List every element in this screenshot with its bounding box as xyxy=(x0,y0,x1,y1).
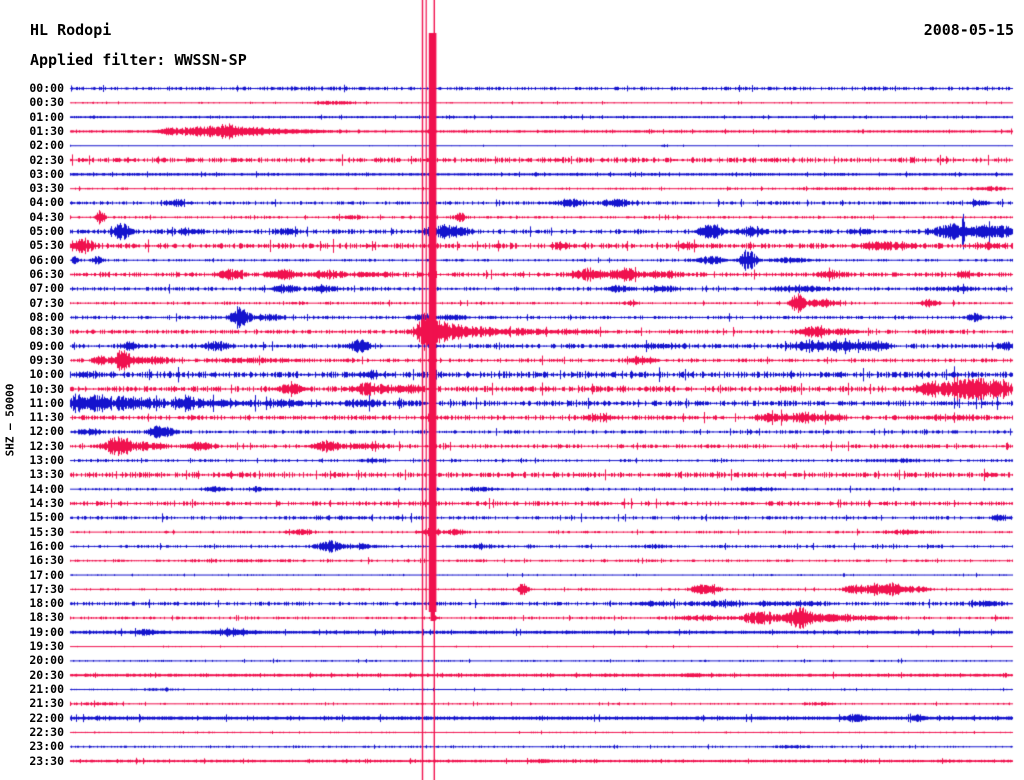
time-label: 23:30 xyxy=(29,753,64,768)
time-label: 19:00 xyxy=(29,624,64,639)
time-label: 04:30 xyxy=(29,209,64,224)
time-label: 11:30 xyxy=(29,410,64,425)
time-label: 02:00 xyxy=(29,138,64,153)
time-label: 01:00 xyxy=(29,109,64,124)
time-label: 01:30 xyxy=(29,123,64,138)
filter-label: Applied filter: WWSSN-SP xyxy=(30,51,247,69)
time-label: 04:00 xyxy=(29,195,64,210)
time-label: 21:00 xyxy=(29,682,64,697)
time-label: 16:00 xyxy=(29,538,64,553)
time-label: 18:30 xyxy=(29,610,64,625)
time-label: 23:00 xyxy=(29,739,64,754)
time-label: 15:30 xyxy=(29,524,64,539)
time-label: 02:30 xyxy=(29,152,64,167)
time-label: 05:00 xyxy=(29,224,64,239)
time-label: 19:30 xyxy=(29,639,64,654)
time-label: 10:30 xyxy=(29,381,64,396)
station-name: HL Rodopi xyxy=(30,21,112,39)
time-label: 09:30 xyxy=(29,352,64,367)
date-label: 2008-05-15 xyxy=(923,21,1014,39)
time-label: 22:00 xyxy=(29,710,64,725)
time-label: 07:00 xyxy=(29,281,64,296)
time-label: 13:00 xyxy=(29,453,64,468)
time-label: 15:00 xyxy=(29,510,64,525)
time-label: 12:00 xyxy=(29,424,64,439)
time-label: 11:00 xyxy=(29,395,64,410)
time-label: 14:00 xyxy=(29,481,64,496)
time-label: 07:30 xyxy=(29,295,64,310)
time-label: 00:30 xyxy=(29,95,64,110)
time-label: 13:30 xyxy=(29,467,64,482)
time-label: 20:30 xyxy=(29,667,64,682)
time-label: 16:30 xyxy=(29,553,64,568)
time-label: 17:30 xyxy=(29,581,64,596)
time-label: 06:00 xyxy=(29,252,64,267)
time-label: 18:00 xyxy=(29,596,64,611)
time-label: 03:00 xyxy=(29,166,64,181)
time-label: 03:30 xyxy=(29,181,64,196)
time-label: 05:30 xyxy=(29,238,64,253)
time-label: 00:00 xyxy=(29,81,64,95)
time-label: 10:00 xyxy=(29,367,64,382)
time-label: 22:30 xyxy=(29,724,64,739)
time-label: 06:30 xyxy=(29,267,64,282)
time-label: 08:30 xyxy=(29,324,64,339)
time-label: 17:00 xyxy=(29,567,64,582)
time-label: 20:00 xyxy=(29,653,64,668)
time-label: 08:00 xyxy=(29,309,64,324)
time-label: 12:30 xyxy=(29,438,64,453)
time-label: 09:00 xyxy=(29,338,64,353)
side-axis-label: SHZ – 50000 xyxy=(3,383,17,457)
time-label: 14:30 xyxy=(29,495,64,510)
time-label: 21:30 xyxy=(29,696,64,711)
